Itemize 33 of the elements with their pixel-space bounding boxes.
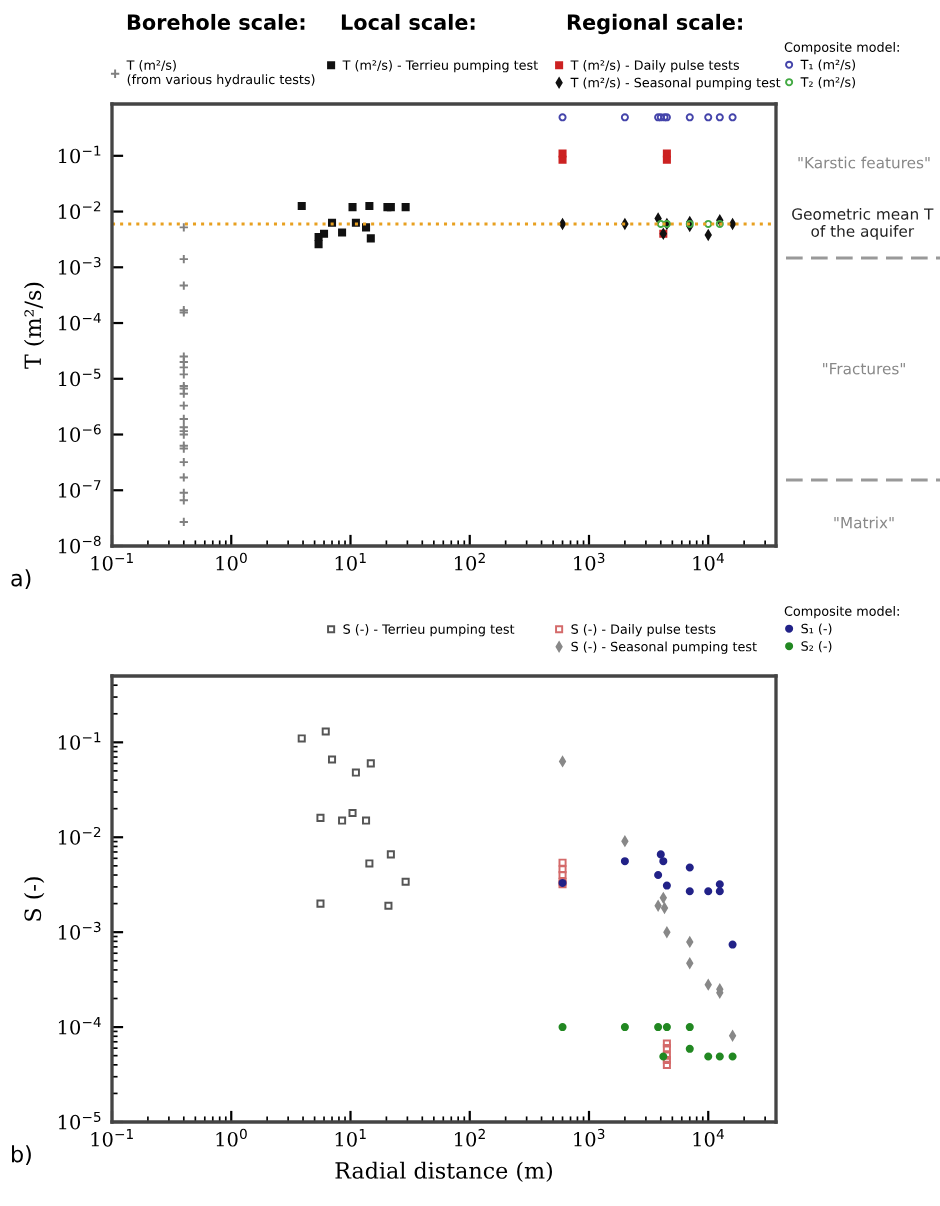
y-tick-label: 10$^{−2}$ xyxy=(58,826,101,845)
y-tick-label: 10$^{−5}$ xyxy=(58,368,101,387)
y-tick-label: 10$^{−1}$ xyxy=(58,732,101,750)
x-tick-label: 10$^{2}$ xyxy=(455,1128,485,1147)
y-tick-label: 10$^{−2}$ xyxy=(58,201,101,220)
x-tick-label: 10$^{0}$ xyxy=(216,552,247,571)
y-tick-label: 10$^{−3}$ xyxy=(58,256,101,275)
x-tick-label: 10$^{−1}$ xyxy=(91,553,133,571)
y-tick-label: 10$^{−8}$ xyxy=(58,535,101,554)
x-tick-label: 10$^{3}$ xyxy=(574,552,605,571)
x-tick-label: 10$^{1}$ xyxy=(335,1129,366,1147)
y-tick-label: 10$^{−4}$ xyxy=(58,312,101,331)
x-tick-label: 10$^{4}$ xyxy=(693,1129,724,1147)
x-tick-label: 10$^{4}$ xyxy=(693,553,724,571)
text: b) xyxy=(12,1145,31,1166)
x-axis-title: Radial distance (m) xyxy=(335,1161,553,1182)
y-tick-label: 10$^{−1}$ xyxy=(58,145,101,164)
x-tick-label: 10$^{2}$ xyxy=(455,552,485,571)
y-tick-label: 10$^{−7}$ xyxy=(58,480,101,498)
y-tick-label: 10$^{−4}$ xyxy=(58,1016,101,1035)
x-tick-label: 10$^{−1}$ xyxy=(91,1129,133,1147)
x-tick-label: 10$^{1}$ xyxy=(335,553,366,571)
x-tick-label: 10$^{3}$ xyxy=(574,1128,605,1147)
text: Local scale: xyxy=(341,13,475,31)
x-tick-label: 10$^{0}$ xyxy=(216,1128,247,1147)
y-tick-label: 10$^{−3}$ xyxy=(58,921,101,940)
y-tick-label: 10$^{−5}$ xyxy=(58,1111,101,1130)
y-tick-label: 10$^{−6}$ xyxy=(58,424,101,443)
text: a) xyxy=(11,569,31,590)
y-axis-title: T (m²/s) xyxy=(23,282,45,369)
y-axis-title: S (-) xyxy=(23,877,45,921)
text: Regional scale: xyxy=(567,13,742,35)
text: Borehole scale: xyxy=(127,13,305,31)
